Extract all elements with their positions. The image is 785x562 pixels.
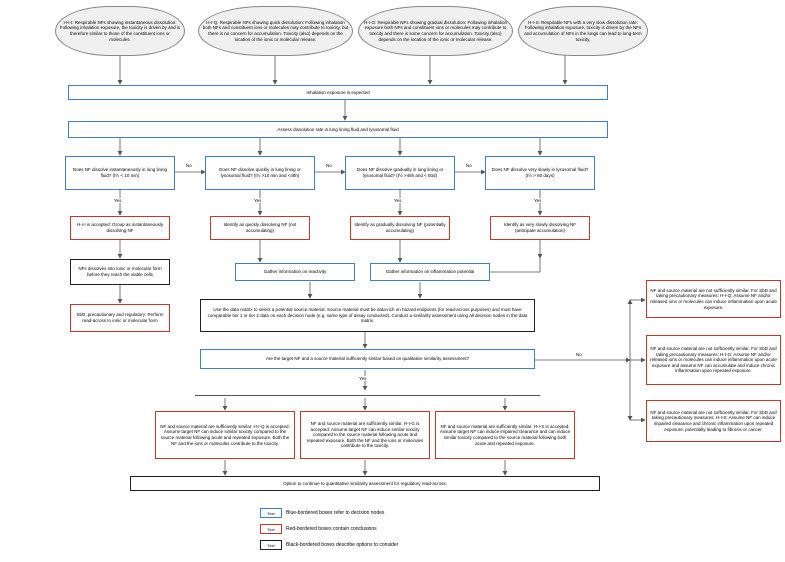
node-id-quick: Identify as quickly dissolving NF (not a… — [210, 216, 310, 240]
node-out-hiq: NF and source material are sufficiently … — [155, 411, 295, 459]
label-no-2: No — [325, 163, 333, 168]
node-no-hiq: NF and source material are not sufficien… — [646, 280, 781, 318]
label-no-similar: No — [575, 352, 583, 357]
node-q1: Does NF dissolve instantaneously in lung… — [65, 156, 175, 190]
label-yes-1: Yes — [113, 198, 122, 203]
node-no-hig: NF and source material are not sufficien… — [646, 335, 781, 385]
legend-black: Text Black-bordered boxes describe optio… — [260, 540, 398, 550]
legend-black-label: Black-bordered boxes describe options to… — [286, 542, 398, 548]
node-option: Option to continue to quantitative simil… — [130, 476, 600, 491]
ellipse-hiq: H-I-Q: Respirable NFs showing quick diss… — [198, 6, 353, 56]
node-gather-react: Gather information on reactivity — [235, 263, 355, 281]
node-gather-infl: Gather information on inflammation poten… — [370, 263, 490, 281]
legend-red-label: Red-bordered boxes contain conclusions — [286, 526, 377, 532]
node-inhalation: Inhalation exposure is expected — [68, 85, 608, 100]
ellipse-his: H-I-S: Respirable NFs with a very slow d… — [518, 6, 648, 56]
ellipse-hig: H-I-G: Respirable NFs showing gradual di… — [358, 6, 513, 56]
legend-swatch-red: Text — [260, 524, 282, 534]
node-hii-accepted: H-I-I is accepted: Group as instantaneou… — [70, 216, 170, 240]
legend-swatch-black: Text — [260, 540, 282, 550]
ellipse-hii: H-I-I: Respirable NFs showing instantane… — [55, 6, 185, 56]
label-yes-similar: Yes — [358, 376, 367, 381]
node-out-hig: NF and source material are sufficiently … — [300, 411, 430, 459]
label-yes-2: Yes — [253, 198, 262, 203]
legend-swatch-blue: Text — [260, 508, 282, 518]
node-id-grad: Identify as gradually dissolving NF (pot… — [350, 216, 450, 240]
legend-red: Text Red-bordered boxes contain conclusi… — [260, 524, 377, 534]
node-similar: Are the target NF and a source material … — [200, 349, 535, 369]
label-no-3: No — [465, 163, 473, 168]
label-no-1: No — [185, 163, 193, 168]
node-assess: Assess dissolution rate in lung lining f… — [68, 121, 608, 138]
label-yes-4: Yes — [533, 198, 542, 203]
legend-blue-label: Blue-bordered boxes refer to decision no… — [286, 510, 384, 516]
node-sbd: SbD, precautionary and regulatory: Perfo… — [70, 304, 170, 332]
node-id-slow: Identify as very slowly dissolving NF (a… — [490, 216, 590, 240]
node-data-matrix: Use the data matrix to select a potentia… — [200, 299, 535, 332]
node-out-his: NF and source material are sufficiently … — [435, 411, 575, 459]
node-no-his: NF and source material are not sufficien… — [646, 400, 781, 442]
node-q2: Does NF dissolve quickly in lung lining … — [205, 156, 315, 190]
node-dissolves: NFs dissolves into ionic or molecular fo… — [70, 259, 170, 285]
legend-blue: Text Blue-bordered boxes refer to decisi… — [260, 508, 384, 518]
node-q4: Does NF dissolve very slowly in lysosoma… — [485, 156, 595, 190]
label-yes-3: Yes — [393, 198, 402, 203]
node-q3: Does NF dissolve gradually in lung linin… — [345, 156, 455, 190]
